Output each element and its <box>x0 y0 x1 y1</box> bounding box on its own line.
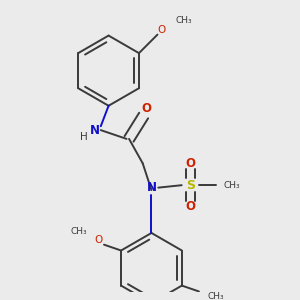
Text: O: O <box>185 200 196 213</box>
Text: H: H <box>80 132 88 142</box>
Text: CH₃: CH₃ <box>70 226 87 236</box>
Text: CH₃: CH₃ <box>176 16 192 26</box>
Text: O: O <box>157 25 166 35</box>
Text: O: O <box>94 235 103 245</box>
Text: S: S <box>186 179 195 192</box>
Text: O: O <box>185 157 196 170</box>
Text: CH₃: CH₃ <box>208 292 224 300</box>
Text: O: O <box>142 102 152 115</box>
Text: N: N <box>146 181 157 194</box>
Text: N: N <box>90 124 100 136</box>
Text: CH₃: CH₃ <box>224 181 240 190</box>
